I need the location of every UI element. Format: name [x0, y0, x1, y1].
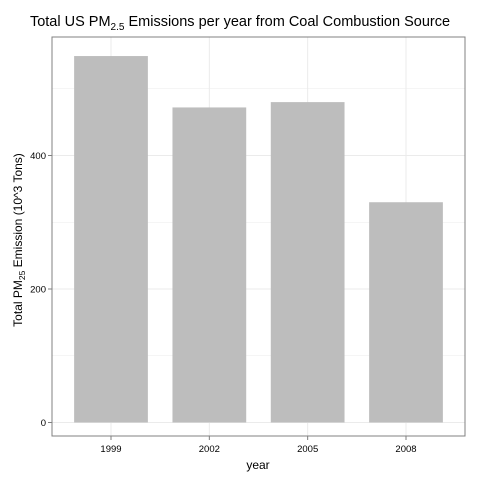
y-tick-label: 0	[41, 418, 46, 429]
x-tick-label: 2005	[297, 444, 318, 455]
x-axis-label: year	[246, 458, 270, 472]
x-tick-label: 1999	[100, 444, 121, 455]
chart-title: Total US PM2.5 Emissions per year from C…	[29, 14, 451, 33]
bar-2002	[172, 107, 247, 423]
bars	[74, 56, 443, 423]
y-axis-label: Total PM25 Emission (10^3 Tons)	[10, 153, 28, 327]
bar-1999	[74, 56, 148, 423]
bar-2008	[369, 202, 443, 423]
y-tick-label: 400	[30, 151, 46, 162]
bar-2005	[270, 102, 345, 423]
y-tick-label: 200	[30, 285, 46, 296]
x-tick-label: 2002	[199, 444, 220, 455]
panel-border	[51, 36, 466, 437]
x-tick-label: 2008	[395, 444, 416, 455]
axis-ticks: 0 200 400 1999 2002 2005 2008	[30, 151, 416, 455]
